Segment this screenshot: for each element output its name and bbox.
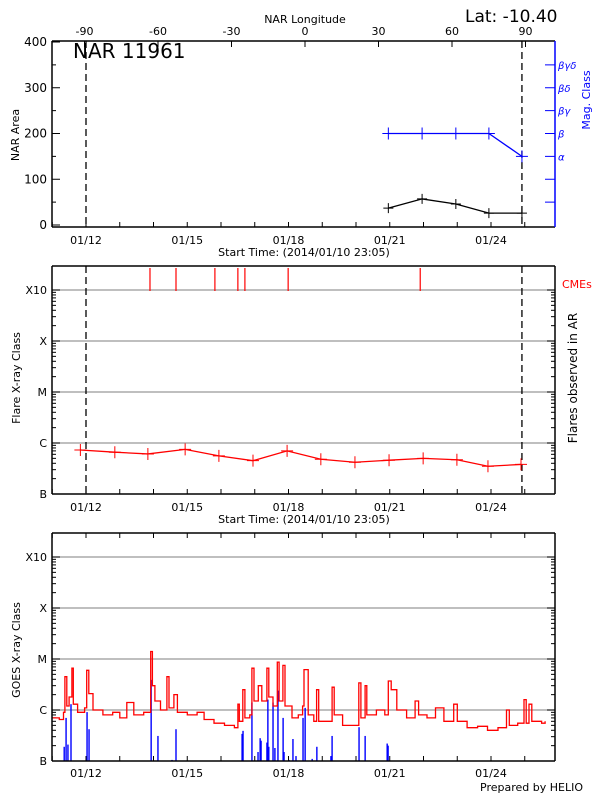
- y-tick-label: M: [38, 386, 48, 399]
- flare-class-panel: B C M X X10 01/12 01/15 01/18 01/21 01/24: [25, 265, 556, 514]
- x-tick-label: 01/15: [171, 767, 203, 780]
- flare-class-point: [141, 447, 154, 460]
- plot-frame: [51, 532, 555, 762]
- top-axis-label: NAR Longitude: [264, 13, 346, 26]
- latitude-label: Lat: -10.40: [465, 7, 558, 27]
- flare-class-point: [314, 453, 327, 466]
- flare-class-point: [450, 453, 463, 466]
- flare-class-point: [108, 446, 121, 459]
- nar-area-line: [388, 198, 522, 214]
- x-tick-label: 01/24: [475, 767, 507, 780]
- mag-class-tick-label: βγ: [557, 107, 571, 118]
- mag-class-point: [515, 150, 528, 163]
- longitude-tick-label: 0: [302, 25, 309, 38]
- x-tick-label: 01/15: [171, 234, 203, 247]
- mag-class-axis-label: Mag. Class: [580, 70, 593, 129]
- y-tick-label: B: [39, 488, 47, 501]
- flare-class-point: [246, 454, 259, 467]
- goes-class-axis-label: GOES X-ray Class: [10, 602, 23, 698]
- y-tick-label: 400: [24, 35, 47, 49]
- cme-label: CMEs: [562, 278, 592, 291]
- mag-class-tick-label: βδ: [557, 84, 571, 95]
- y-tick-label: X: [39, 602, 47, 615]
- flare-class-point: [481, 460, 494, 473]
- panel1-xlabel: Start Time: (2014/01/10 23:05): [218, 246, 390, 259]
- y-tick-label: C: [39, 704, 47, 717]
- mag-class-point: [416, 127, 429, 140]
- flare-class-point: [348, 456, 361, 469]
- longitude-tick-label: -90: [76, 25, 94, 38]
- y-tick-label: C: [39, 437, 47, 450]
- nar-area-axis-label: NAR Area: [9, 109, 22, 161]
- x-tick-label: 01/12: [70, 501, 102, 514]
- goes-flux-line: [52, 650, 546, 731]
- x-tick-label: 01/24: [475, 234, 507, 247]
- x-tick-label: 01/12: [70, 234, 102, 247]
- x-tick-label: 01/18: [273, 767, 305, 780]
- x-tick-label: 01/21: [374, 234, 406, 247]
- nar-area-point: [483, 208, 494, 219]
- y-tick-label: 200: [24, 127, 47, 141]
- flare-class-point: [74, 443, 87, 456]
- mag-class-tick-label: βγδ: [557, 61, 576, 72]
- flare-class-point: [212, 449, 225, 462]
- plot-frame: [51, 265, 555, 495]
- y-tick-label: 0: [39, 218, 47, 232]
- mag-class-point: [449, 127, 462, 140]
- x-tick-label: 01/12: [70, 767, 102, 780]
- longitude-tick-label: 30: [372, 25, 386, 38]
- mag-class-tick-label: α: [558, 152, 565, 163]
- flare-class-axis-label: Flare X-ray Class: [10, 332, 23, 424]
- x-tick-label: 01/18: [273, 501, 305, 514]
- x-tick-label: 01/24: [475, 501, 507, 514]
- mag-class-point: [382, 127, 395, 140]
- y-tick-label: B: [39, 755, 47, 768]
- flare-class-point: [383, 454, 396, 467]
- nar-area-point: [450, 198, 461, 209]
- prepared-by-credit: Prepared by HELIO: [480, 781, 583, 794]
- y-tick-label: 100: [24, 172, 47, 186]
- goes-flux-panel: B C M X X10 01/12 01/15 01/18 01/21 01/24: [25, 532, 556, 780]
- panel2-xlabel: Start Time: (2014/01/10 23:05): [218, 513, 390, 526]
- flare-class-line: [80, 448, 522, 467]
- flare-class-point: [515, 458, 527, 471]
- flare-class-point: [281, 444, 294, 457]
- flares-observed-axis-label: Flares observed in AR: [566, 313, 580, 443]
- flare-class-point: [179, 443, 192, 456]
- y-tick-label: X10: [25, 551, 47, 564]
- x-tick-label: 01/21: [374, 501, 406, 514]
- region-title: NAR 11961: [73, 39, 186, 63]
- y-tick-label: 300: [24, 81, 47, 95]
- longitude-tick-label: 60: [445, 25, 459, 38]
- nar-area-point: [383, 203, 394, 214]
- longitude-tick-label: 90: [519, 25, 533, 38]
- x-tick-label: 01/21: [374, 767, 406, 780]
- longitude-tick-label: -30: [223, 25, 241, 38]
- nar-area-point: [417, 193, 428, 204]
- nar-area-point: [516, 208, 527, 219]
- y-tick-label: X10: [25, 284, 47, 297]
- mag-class-point: [482, 127, 495, 140]
- y-tick-label: M: [38, 653, 48, 666]
- x-tick-label: 01/18: [273, 234, 305, 247]
- mag-class-tick-label: β: [557, 130, 565, 141]
- flare-class-point: [417, 452, 430, 465]
- nar-area-panel: 0 100 200 300 400 αβ βγ βδ βγδ -90 -60 -30 0 30 60 90 01…: [24, 25, 576, 247]
- mag-class-line: [388, 132, 523, 157]
- longitude-tick-label: -60: [149, 25, 167, 38]
- x-tick-label: 01/15: [171, 501, 203, 514]
- y-tick-label: X: [39, 335, 47, 348]
